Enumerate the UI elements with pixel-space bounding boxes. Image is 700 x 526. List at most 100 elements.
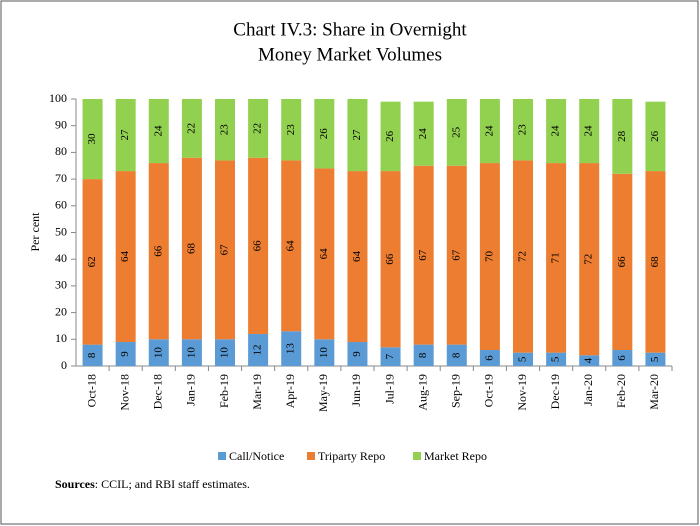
data-label: 9 [351, 351, 363, 357]
bar-segment [82, 179, 103, 345]
source-text: : CCIL; and RBI staff estimates. [95, 477, 250, 491]
data-label: 23 [219, 124, 231, 136]
chart-title: Money Market Volumes [258, 44, 442, 65]
bar-segment [281, 160, 302, 332]
legend-swatch [218, 452, 226, 460]
bar-segment [479, 163, 500, 350]
bar-segment [513, 99, 533, 161]
bar-segment [148, 339, 169, 366]
x-tick-label: Jun-19 [349, 374, 363, 407]
data-label: 8 [450, 352, 462, 358]
data-label: 67 [219, 244, 231, 256]
bar-segment [546, 163, 567, 353]
bar-segment [347, 341, 368, 366]
y-tick-label: 90 [55, 117, 67, 131]
data-label: 10 [185, 347, 197, 359]
data-label: 25 [450, 126, 462, 138]
data-label: 72 [583, 254, 595, 265]
data-label: 26 [384, 130, 396, 142]
y-tick-label: 40 [55, 251, 67, 265]
y-tick-label: 100 [49, 91, 67, 105]
x-tick-label: Apr-19 [283, 374, 297, 408]
x-tick-label: Sep-19 [449, 374, 463, 408]
bar-segment [380, 101, 401, 172]
data-label: 66 [384, 253, 396, 265]
bar-segment [546, 99, 567, 164]
bar-segment [248, 157, 269, 334]
bar-segment [446, 344, 467, 366]
data-label: 24 [417, 128, 429, 140]
data-label: 24 [152, 125, 164, 137]
bar-segment [314, 168, 335, 340]
bar-segment [446, 165, 467, 345]
x-tick-label: Oct-19 [482, 374, 496, 407]
data-label: 9 [119, 351, 131, 357]
bar-segment [82, 99, 103, 180]
x-tick-label: Dec-18 [151, 374, 165, 409]
x-tick-label: Nov-19 [515, 374, 529, 411]
bar-segment [446, 99, 467, 166]
data-label: 5 [517, 356, 529, 362]
bar-segment [612, 349, 633, 366]
legend-swatch [307, 452, 315, 460]
bar-segment [612, 99, 633, 174]
data-label: 24 [583, 125, 595, 137]
y-axis-label: Per cent [28, 212, 42, 252]
bar-segment [115, 341, 136, 366]
y-tick-label: 60 [55, 198, 67, 212]
bar-segment [148, 99, 169, 164]
bar-segment [479, 349, 500, 366]
data-label: 10 [152, 347, 164, 359]
bar-segment [579, 163, 600, 356]
data-label: 67 [417, 249, 429, 261]
bar-segment [546, 352, 567, 366]
bar-segment [579, 99, 600, 164]
data-label: 27 [351, 129, 363, 141]
data-label: 27 [119, 129, 131, 141]
bar-segment [215, 160, 235, 340]
bar-segment [479, 99, 500, 164]
bar-segment [579, 355, 600, 366]
data-label: 68 [185, 243, 197, 255]
data-label: 66 [252, 240, 264, 252]
data-label: 26 [649, 130, 661, 142]
bar-segment [82, 344, 103, 366]
bar-segment [314, 99, 335, 169]
bar-segment [181, 339, 202, 366]
data-label: 26 [318, 128, 330, 140]
y-tick-label: 10 [55, 331, 67, 345]
bar-segment [347, 99, 368, 172]
x-tick-label: May-19 [316, 374, 330, 412]
data-label: 64 [119, 251, 131, 263]
y-tick-label: 20 [55, 304, 67, 318]
data-label: 23 [517, 124, 529, 136]
legend-label: Market Repo [424, 449, 487, 463]
data-label: 64 [318, 248, 330, 259]
data-label: 24 [550, 125, 562, 137]
data-label: 70 [483, 251, 495, 263]
y-tick-label: 80 [55, 144, 67, 158]
data-label: 23 [285, 124, 297, 136]
x-tick-label: Feb-20 [614, 374, 628, 408]
bar-segment [380, 171, 401, 348]
x-tick-label: Nov-18 [117, 374, 131, 411]
data-label: 6 [616, 355, 628, 361]
y-tick-label: 30 [55, 278, 67, 292]
bar-segment [115, 99, 136, 172]
data-label: 66 [152, 245, 164, 257]
bar-segment [148, 163, 169, 340]
data-label: 30 [86, 133, 98, 145]
data-label: 4 [583, 357, 595, 363]
source-note: Sources: CCIL; and RBI staff estimates. [55, 477, 250, 491]
x-tick-label: Oct-18 [84, 374, 98, 407]
legend-label: Call/Notice [229, 449, 284, 463]
x-tick-label: Jan-20 [581, 374, 595, 406]
data-label: 5 [550, 356, 562, 362]
x-tick-label: Dec-19 [548, 374, 562, 409]
data-label: 24 [483, 125, 495, 137]
bar-segment [413, 165, 434, 345]
data-label: 22 [252, 123, 264, 134]
data-label: 67 [450, 249, 462, 261]
